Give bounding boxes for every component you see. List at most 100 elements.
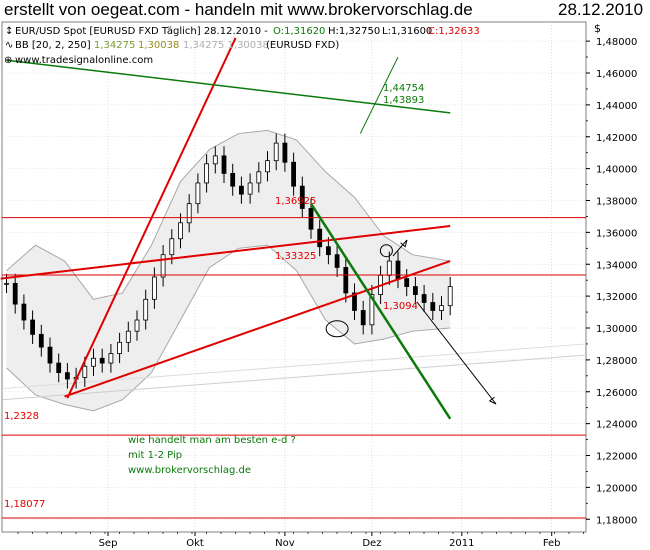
y-tick-label: 1,46000: [596, 69, 637, 80]
candle-body: [99, 357, 105, 364]
bb-faded-values: 1,34275 1,30038: [183, 40, 269, 51]
low-ellipse: [325, 320, 349, 338]
bb-mid-value: 1,30038: [138, 40, 179, 51]
candle-body: [125, 330, 131, 343]
candle-body: [151, 276, 157, 300]
candle-body: [412, 286, 418, 295]
source-globe-icon: ⊕: [4, 55, 12, 66]
x-axis: Sep Okt Nov Dez 2011 Feb: [17, 532, 584, 549]
candle-body: [56, 362, 62, 374]
candle-body: [404, 278, 410, 287]
y-tick-label: 1,22000: [596, 452, 637, 463]
info-symbol-line: EUR/USD Spot [EURUSD FXD Täglich] 28.12.…: [15, 26, 268, 37]
candle-body: [143, 298, 149, 321]
info-low: L:1,31600: [382, 26, 432, 37]
y-tick-label: 1,36000: [596, 228, 637, 239]
bb-label: BB [20, 2, 250]: [15, 40, 91, 51]
candle-body: [369, 294, 375, 326]
y-tick-label: 1,30000: [596, 324, 637, 335]
candle-body: [386, 260, 392, 276]
candle-body: [134, 319, 140, 332]
y-tick-label: 1,38000: [596, 197, 637, 208]
candle-body: [291, 161, 297, 187]
y-tick-label: 1,32000: [596, 292, 637, 303]
x-tick-label: Nov: [275, 538, 295, 549]
candle-body: [430, 302, 436, 311]
candle-body: [299, 185, 305, 209]
green-long-line: [6, 59, 451, 114]
candle-body: [325, 246, 331, 256]
candle-body: [21, 303, 27, 321]
candle-body: [395, 260, 401, 279]
high-ellipse: [379, 244, 393, 258]
candle-body: [439, 305, 444, 311]
y-tick-label: 1,48000: [596, 37, 637, 48]
candle-body: [108, 353, 114, 364]
x-tick-label: Feb: [543, 538, 561, 549]
green-label-1: 1,44754: [383, 83, 424, 94]
candle-body: [38, 333, 44, 348]
candle-body: [282, 142, 288, 163]
level-label-5: 1,18077: [4, 499, 45, 510]
y-tick-label: 1,34000: [596, 260, 637, 271]
chart-title: erstellt von oegeat.com - handeln mit ww…: [4, 0, 473, 19]
candle-body: [4, 282, 9, 285]
candle-body: [160, 254, 166, 278]
note-line-3: www.brokervorschlag.de: [128, 465, 251, 476]
info-open: O:1,31620: [273, 26, 325, 37]
info-block: ↕ EUR/USD Spot [EURUSD FXD Täglich] 28.1…: [4, 26, 480, 66]
candle-body: [195, 182, 201, 205]
candle-body: [360, 310, 366, 326]
note-line-1: wie handelt man am besten e-d ?: [128, 435, 296, 446]
trend-lines: [0, 37, 586, 519]
y-axis: 1,18000 1,20000 1,22000 1,24000 1,26000 1,280…: [586, 37, 637, 526]
arrow-down-head: [488, 396, 497, 405]
long-ma-line-2: [1, 343, 587, 390]
candle-body: [221, 155, 227, 174]
info-symbol-icon: ↕: [5, 26, 13, 37]
x-tick-label: Dez: [362, 538, 381, 549]
candle-body: [334, 254, 340, 268]
candle-body: [421, 294, 427, 303]
candle-body: [169, 238, 175, 256]
candle-body: [204, 163, 210, 184]
candle-body: [247, 182, 253, 195]
grid: [2, 22, 586, 532]
y-tick-label: 1,24000: [596, 420, 637, 431]
candle-body: [30, 319, 36, 335]
bb-icon: ∿: [5, 40, 13, 51]
red-support-line: [64, 260, 451, 398]
chart-date: 28.12.2010: [558, 0, 644, 19]
green-down-line: [309, 203, 452, 420]
candle-body: [186, 203, 192, 224]
candle-body: [212, 155, 218, 165]
candle-body: [238, 185, 244, 195]
info-close: C:1,32633: [428, 26, 480, 37]
long-ma-line-1: [1, 354, 587, 401]
level-label-1: 1,36925: [275, 196, 316, 207]
bb-symbol: (EURUSD FXD): [266, 40, 339, 51]
y-tick-label: 1,44000: [596, 101, 637, 112]
y-tick-label: 1,40000: [596, 165, 637, 176]
y-tick-label: 1,28000: [596, 356, 637, 367]
annotation-marks: [325, 239, 497, 405]
band-upper-line: [6, 129, 451, 300]
candle-body: [91, 357, 96, 367]
candle-body: [343, 267, 349, 294]
band-fill: [6, 130, 451, 411]
candle-body: [447, 286, 453, 307]
green-label-2: 1,43893: [383, 95, 424, 106]
annotation-labels: 1,44754 1,43893 1,36925 1,33325 1,3094 1…: [4, 83, 424, 510]
candle-body: [265, 160, 270, 173]
candle-body: [178, 222, 183, 240]
level-label-2: 1,33325: [275, 251, 316, 262]
candle-body: [47, 346, 53, 364]
candle-body: [117, 341, 122, 354]
arrow-up-head: [400, 239, 408, 248]
candle-body: [65, 372, 70, 380]
candle-body: [12, 282, 18, 305]
candle-body: [273, 142, 279, 162]
candle-body: [82, 365, 88, 378]
y-tick-label: 1,18000: [596, 515, 637, 526]
